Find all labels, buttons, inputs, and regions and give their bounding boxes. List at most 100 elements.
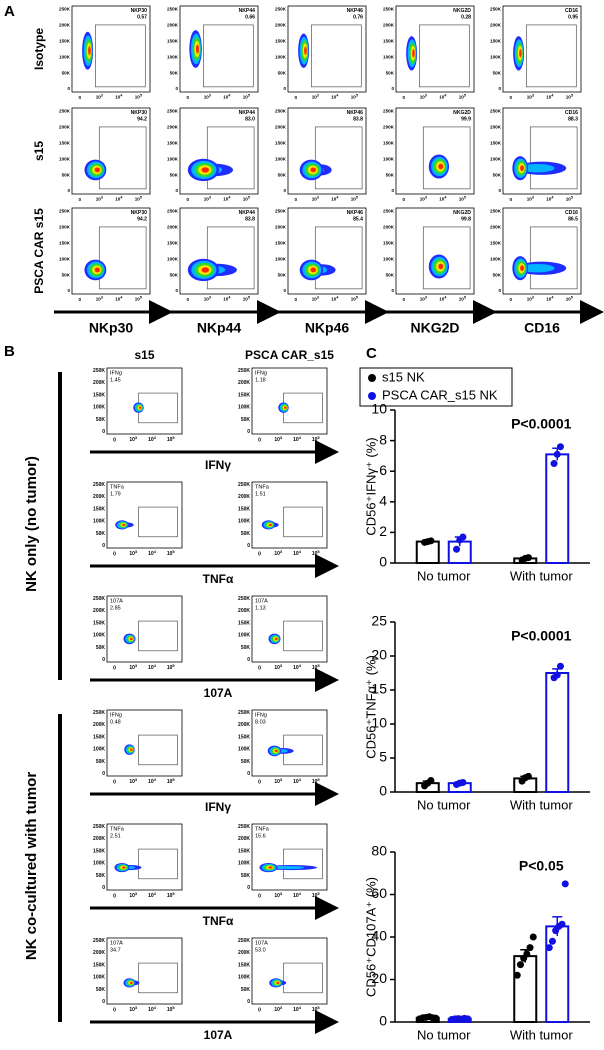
data-point bbox=[556, 443, 564, 451]
density-blob bbox=[299, 159, 332, 181]
tick-base: 10 bbox=[129, 437, 135, 443]
tick-exponent: 5 bbox=[317, 777, 320, 782]
x-tick-label: 103 bbox=[274, 1005, 283, 1014]
density-blob bbox=[299, 259, 336, 281]
gate-label: NKG2D bbox=[453, 110, 471, 116]
density-blob bbox=[84, 259, 107, 281]
x-tick-label: 0 bbox=[258, 779, 261, 785]
legend-swatch bbox=[368, 374, 376, 382]
y-tick-label: 50K bbox=[493, 272, 502, 277]
x-tick-label: 105 bbox=[312, 549, 321, 558]
gate-label: NKP46 bbox=[347, 210, 364, 216]
gate bbox=[138, 848, 178, 880]
tick-exponent: 4 bbox=[551, 93, 554, 97]
data-point bbox=[524, 772, 532, 780]
density-tail bbox=[520, 263, 555, 273]
y-tick-label: 250K bbox=[238, 368, 250, 374]
tick-exponent: 4 bbox=[154, 663, 157, 668]
tick-base: 10 bbox=[546, 197, 552, 202]
x-tick-label: 103 bbox=[96, 195, 103, 201]
tick-exponent: 5 bbox=[140, 195, 142, 199]
data-point bbox=[513, 971, 521, 979]
x-tick-label: 104 bbox=[115, 93, 123, 99]
y-tick-label: 0 bbox=[102, 885, 105, 891]
density-blob bbox=[114, 862, 142, 873]
gate-label: TNFa bbox=[255, 826, 270, 832]
gate bbox=[311, 24, 362, 88]
y-tick-label: 100K bbox=[383, 256, 395, 261]
tick-base: 10 bbox=[312, 551, 318, 557]
x-tick-label: 0 bbox=[510, 197, 513, 202]
tick-exponent: 5 bbox=[140, 295, 142, 299]
gate bbox=[314, 126, 363, 190]
marker-label: NKp44 bbox=[197, 320, 242, 336]
x-tick-label: 103 bbox=[312, 195, 319, 201]
x-tick-label: 0 bbox=[258, 1007, 261, 1013]
tick-exponent: 4 bbox=[228, 93, 231, 97]
y-tick-label: 0 bbox=[379, 783, 387, 799]
y-tick-label: 0 bbox=[247, 657, 250, 663]
y-tick-label: 250K bbox=[93, 368, 105, 374]
y-tick-label: 150K bbox=[238, 620, 250, 626]
tick-exponent: 5 bbox=[317, 549, 320, 554]
tick-base: 10 bbox=[546, 95, 552, 100]
tick-exponent: 4 bbox=[336, 295, 339, 299]
tick-base: 10 bbox=[274, 893, 280, 899]
x-tick-label: 104 bbox=[293, 549, 302, 558]
y-tick-label: 50K bbox=[493, 172, 502, 177]
tick-exponent: 5 bbox=[248, 195, 250, 199]
y-tick-label: 150K bbox=[238, 962, 250, 968]
tick-base: 10 bbox=[351, 297, 357, 302]
x-tick-label: 103 bbox=[96, 93, 103, 99]
tick-exponent: 4 bbox=[336, 195, 339, 199]
tick-exponent: 4 bbox=[120, 195, 123, 199]
tick-exponent: 4 bbox=[299, 435, 302, 440]
tick-base: 10 bbox=[293, 665, 299, 671]
x-tick-label: 104 bbox=[439, 93, 447, 99]
x-tick-label: 104 bbox=[223, 93, 231, 99]
y-tick-label: 100K bbox=[59, 156, 71, 161]
x-tick-label: 105 bbox=[312, 891, 321, 900]
y-tick-label: 250K bbox=[238, 596, 250, 602]
tick-exponent: 5 bbox=[571, 93, 573, 97]
tick-exponent: 3 bbox=[209, 195, 211, 199]
tick-exponent: 5 bbox=[356, 195, 358, 199]
density-blob bbox=[513, 36, 525, 71]
x-tick-label: 0 bbox=[113, 437, 116, 443]
y-tick-label: 150K bbox=[93, 620, 105, 626]
y-tick-label: 0 bbox=[498, 86, 501, 91]
tick-base: 10 bbox=[459, 297, 465, 302]
tick-base: 10 bbox=[312, 893, 318, 899]
density-tail bbox=[268, 865, 305, 870]
tick-base: 10 bbox=[115, 197, 121, 202]
gate-value: 2.85 bbox=[110, 605, 121, 611]
density-blob bbox=[124, 744, 135, 755]
density-level bbox=[519, 49, 522, 58]
x-tick-label: With tumor bbox=[510, 1027, 574, 1042]
tick-base: 10 bbox=[420, 95, 426, 100]
tick-base: 10 bbox=[135, 297, 141, 302]
tick-exponent: 3 bbox=[280, 777, 283, 782]
tick-exponent: 4 bbox=[228, 195, 231, 199]
tick-exponent: 3 bbox=[317, 195, 319, 199]
tick-exponent: 5 bbox=[248, 93, 250, 97]
x-tick-label: 103 bbox=[420, 295, 427, 301]
y-tick-label: 25 bbox=[371, 613, 387, 629]
axis-label: TNFα bbox=[203, 572, 234, 586]
x-tick-label: 105 bbox=[312, 1005, 321, 1014]
data-point bbox=[556, 662, 564, 670]
gate-label: 107A bbox=[255, 598, 268, 604]
tick-exponent: 3 bbox=[135, 435, 138, 440]
y-tick-label: 50K bbox=[62, 70, 71, 75]
y-tick-label: 150K bbox=[275, 38, 287, 43]
y-tick-label: 100K bbox=[167, 256, 179, 261]
x-tick-label: 105 bbox=[312, 663, 321, 672]
legend-swatch bbox=[368, 392, 376, 400]
data-point bbox=[553, 450, 561, 458]
tick-base: 10 bbox=[129, 779, 135, 785]
x-tick-label: 105 bbox=[566, 195, 573, 201]
gate-value: 0.76 bbox=[353, 14, 363, 20]
y-tick-label: 150K bbox=[93, 734, 105, 740]
gate-value: 83.8 bbox=[245, 216, 255, 222]
x-tick-label: 103 bbox=[96, 295, 103, 301]
